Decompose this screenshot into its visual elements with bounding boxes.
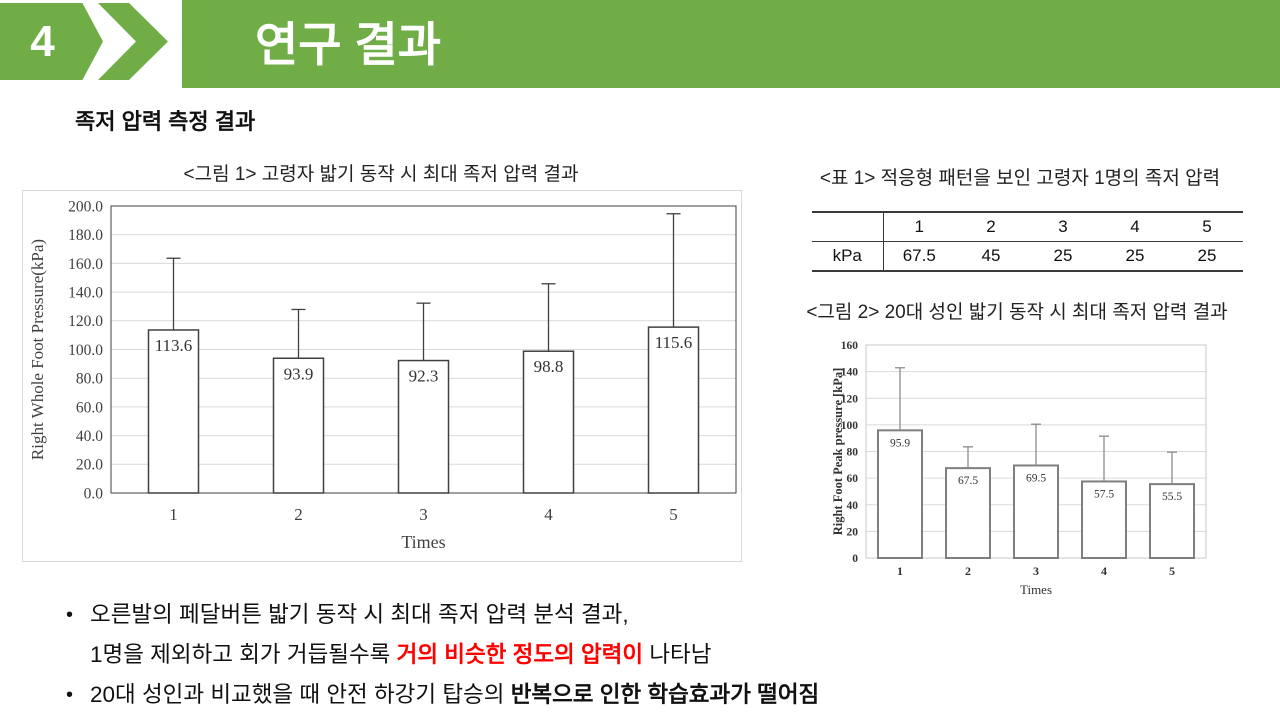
bar bbox=[1081, 480, 1127, 559]
y-tick-label: 20 bbox=[847, 526, 859, 538]
bullet-list: 오른발의 페달버튼 밟기 동작 시 최대 족저 압력 분석 결과, 1명을 제외하… bbox=[58, 595, 1038, 715]
bar-value-label: 115.6 bbox=[655, 333, 693, 352]
table-cell: 45 bbox=[981, 246, 1001, 265]
bar bbox=[877, 429, 923, 559]
x-tick-label: 4 bbox=[544, 505, 553, 524]
table-row: kPa 67.5 45 25 25 25 bbox=[812, 241, 1243, 271]
bullet-text: 나타남 bbox=[643, 642, 712, 667]
y-tick-label: 80 bbox=[847, 447, 859, 459]
y-axis-title: Right Foot Peak pressure [kPa] bbox=[831, 368, 845, 536]
section-subtitle: 족저 압력 측정 결과 bbox=[75, 109, 256, 134]
bar-value-label: 92.3 bbox=[409, 367, 439, 386]
y-tick-label: 120 bbox=[841, 393, 859, 405]
bullet-text: 오른발의 페달버튼 밟기 동작 시 최대 족저 압력 분석 결과, bbox=[90, 602, 629, 627]
y-tick-label: 180.0 bbox=[68, 227, 103, 244]
x-tick-label: 1 bbox=[169, 505, 178, 524]
bar-value-label: 67.5 bbox=[958, 475, 978, 487]
y-tick-label: 60.0 bbox=[76, 399, 103, 416]
bar-value-label: 93.9 bbox=[284, 364, 314, 383]
x-tick-label: 2 bbox=[294, 505, 303, 524]
figure2-caption: <그림 2> 20대 성인 밟기 동작 시 최대 족저 압력 결과 bbox=[806, 302, 1228, 323]
bullet-text-bold: 반복으로 인한 학습효과가 떨어짐 bbox=[510, 682, 820, 707]
table-col-header: 4 bbox=[1130, 217, 1140, 236]
table-cell: 67.5 bbox=[902, 246, 936, 265]
y-tick-label: 160 bbox=[841, 340, 859, 352]
table-cell: kPa bbox=[812, 241, 884, 271]
chevron-right-icon bbox=[98, 3, 168, 80]
y-tick-label: 100 bbox=[841, 420, 859, 432]
bar-value-label: 57.5 bbox=[1094, 488, 1114, 500]
bullet-item: 20대 성인과 비교했을 때 안전 하강기 탑승의 반복으로 인한 학습효과가 … bbox=[58, 675, 1038, 715]
table-col-header: 1 bbox=[914, 217, 924, 236]
table-cell: 25 bbox=[1053, 246, 1073, 265]
title-bar: 연구 결과 bbox=[182, 0, 1280, 88]
x-tick-label: 4 bbox=[1101, 564, 1107, 578]
y-tick-label: 100.0 bbox=[68, 342, 103, 359]
y-tick-label: 120.0 bbox=[68, 313, 103, 330]
table-col-header: 5 bbox=[1202, 217, 1212, 236]
y-tick-label: 40.0 bbox=[76, 428, 103, 445]
y-tick-label: 200.0 bbox=[68, 198, 103, 215]
x-tick-label: 2 bbox=[965, 564, 971, 578]
pressure-table-body: kPa 67.5 45 25 25 25 bbox=[812, 241, 1243, 271]
figure1-chart-card: 0.0 20.0 40.0 60.0 80.0 100.0 120.0 140.0 160.0 1… bbox=[22, 190, 742, 562]
table-col-header: 2 bbox=[986, 217, 996, 236]
x-tick-label: 5 bbox=[1169, 564, 1175, 578]
y-tick-label: 20.0 bbox=[76, 457, 103, 474]
x-axis-title: Times bbox=[401, 532, 445, 552]
table-col-header bbox=[812, 212, 884, 242]
bar-value-label: 98.8 bbox=[534, 357, 564, 376]
bar bbox=[522, 350, 575, 494]
y-tick-label: 40 bbox=[847, 500, 859, 512]
x-tick-label: 5 bbox=[669, 505, 678, 524]
page-number: 4 bbox=[30, 17, 55, 66]
x-tick-label: 3 bbox=[1033, 564, 1039, 578]
table1-caption: <표 1> 적응형 패턴을 보인 고령자 1명의 족저 압력 bbox=[819, 168, 1221, 189]
bullet-text: 1명을 제외하고 회가 거듭될수록 bbox=[90, 642, 397, 667]
figure1-caption: <그림 1> 고령자 밟기 동작 시 최대 족저 압력 결과 bbox=[183, 164, 579, 185]
figure1-bar-chart: 0.0 20.0 40.0 60.0 80.0 100.0 120.0 140.0 160.0 1… bbox=[28, 198, 737, 552]
y-tick-label: 160.0 bbox=[68, 256, 103, 273]
bar-value-label: 55.5 bbox=[1162, 491, 1182, 503]
figure2-bar-chart: 0 20 40 60 80 100 120 140 160 95.9 1 67.5 2 69.5 3 57.5… bbox=[831, 340, 1207, 597]
table-col-header: 3 bbox=[1058, 217, 1068, 236]
y-tick-label: 0.0 bbox=[84, 485, 104, 502]
table-header-row: 1 2 3 4 5 bbox=[812, 212, 1243, 242]
bar-value-label: 69.5 bbox=[1026, 472, 1046, 484]
bar bbox=[1149, 483, 1195, 560]
y-tick-label: 0 bbox=[852, 553, 858, 565]
table-cell: 25 bbox=[1197, 246, 1217, 265]
y-axis-title: Right Whole Foot Pressure(kPa) bbox=[28, 239, 47, 460]
pressure-table-head: 1 2 3 4 5 bbox=[812, 212, 1243, 242]
bar bbox=[647, 326, 700, 494]
bar-value-label: 113.6 bbox=[155, 336, 193, 355]
y-tick-label: 80.0 bbox=[76, 371, 103, 388]
x-tick-label: 1 bbox=[897, 564, 903, 578]
bar bbox=[397, 359, 450, 494]
bar-value-label: 95.9 bbox=[890, 437, 910, 449]
x-axis-title: Times bbox=[1020, 582, 1052, 597]
y-tick-label: 140 bbox=[841, 367, 859, 379]
page-number-badge: 4 bbox=[0, 3, 103, 80]
bar bbox=[147, 329, 200, 494]
x-tick-label: 3 bbox=[419, 505, 428, 524]
slide-title: 연구 결과 bbox=[255, 18, 442, 71]
figure2-chart-card: 0 20 40 60 80 100 120 140 160 95.9 1 67.5 2 69.5 3 57.5… bbox=[800, 332, 1270, 598]
y-tick-label: 140.0 bbox=[68, 285, 103, 302]
table-cell: 25 bbox=[1125, 246, 1145, 265]
bullet-text: 20대 성인과 비교했을 때 안전 하강기 탑승의 bbox=[90, 682, 511, 707]
bar bbox=[1013, 464, 1059, 559]
bar bbox=[272, 357, 325, 494]
bullet-item: 오른발의 페달버튼 밟기 동작 시 최대 족저 압력 분석 결과, 1명을 제외하… bbox=[58, 595, 1038, 675]
bullet-text-red-bold: 거의 비슷한 정도의 압력이 bbox=[396, 642, 644, 667]
y-tick-label: 60 bbox=[847, 473, 859, 485]
